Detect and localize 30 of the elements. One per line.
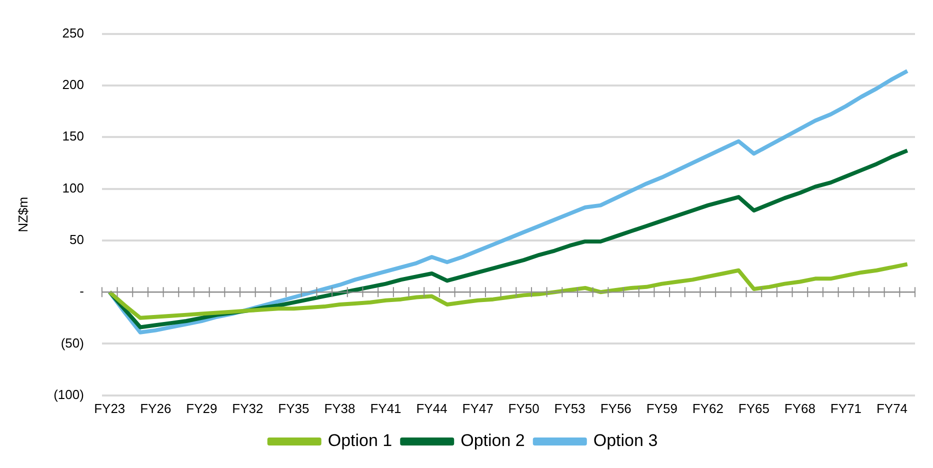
y-tick-label: 250 [62, 25, 84, 40]
y-tick-label: 200 [62, 77, 84, 92]
x-tick-label: FY23 [94, 400, 126, 416]
x-tick-label: FY26 [140, 400, 172, 416]
y-axis-title: NZ$m [15, 196, 30, 232]
x-tick-label: FY71 [830, 400, 862, 416]
x-tick-label: FY62 [692, 400, 724, 416]
y-tick-label: 50 [69, 232, 84, 248]
y-tick-label: 150 [62, 128, 84, 144]
x-tick-label: FY38 [324, 400, 356, 416]
x-tick-label: FY41 [370, 400, 402, 416]
y-tick-label: 100 [62, 180, 84, 196]
legend-label: Option 1 [328, 431, 392, 450]
y-tick-label: (50) [60, 335, 84, 350]
x-tick-label: FY68 [784, 400, 816, 416]
legend-label: Option 2 [460, 431, 525, 450]
x-tick-label: FY29 [186, 400, 218, 416]
x-tick-label: FY32 [232, 400, 264, 416]
x-tick-label: FY74 [876, 400, 908, 416]
y-tick-label: - [80, 284, 84, 299]
x-tick-label: FY53 [554, 400, 586, 416]
x-tick-label: FY35 [278, 400, 310, 416]
x-tick-label: FY50 [508, 400, 540, 416]
x-tick-label: FY59 [646, 400, 678, 416]
legend-label: Option 3 [593, 431, 658, 450]
x-tick-label: FY47 [462, 400, 494, 416]
x-tick-label: FY44 [416, 400, 448, 416]
x-tick-label: FY65 [738, 400, 770, 416]
y-tick-label: (100) [54, 386, 84, 402]
x-tick-label: FY56 [600, 400, 632, 416]
